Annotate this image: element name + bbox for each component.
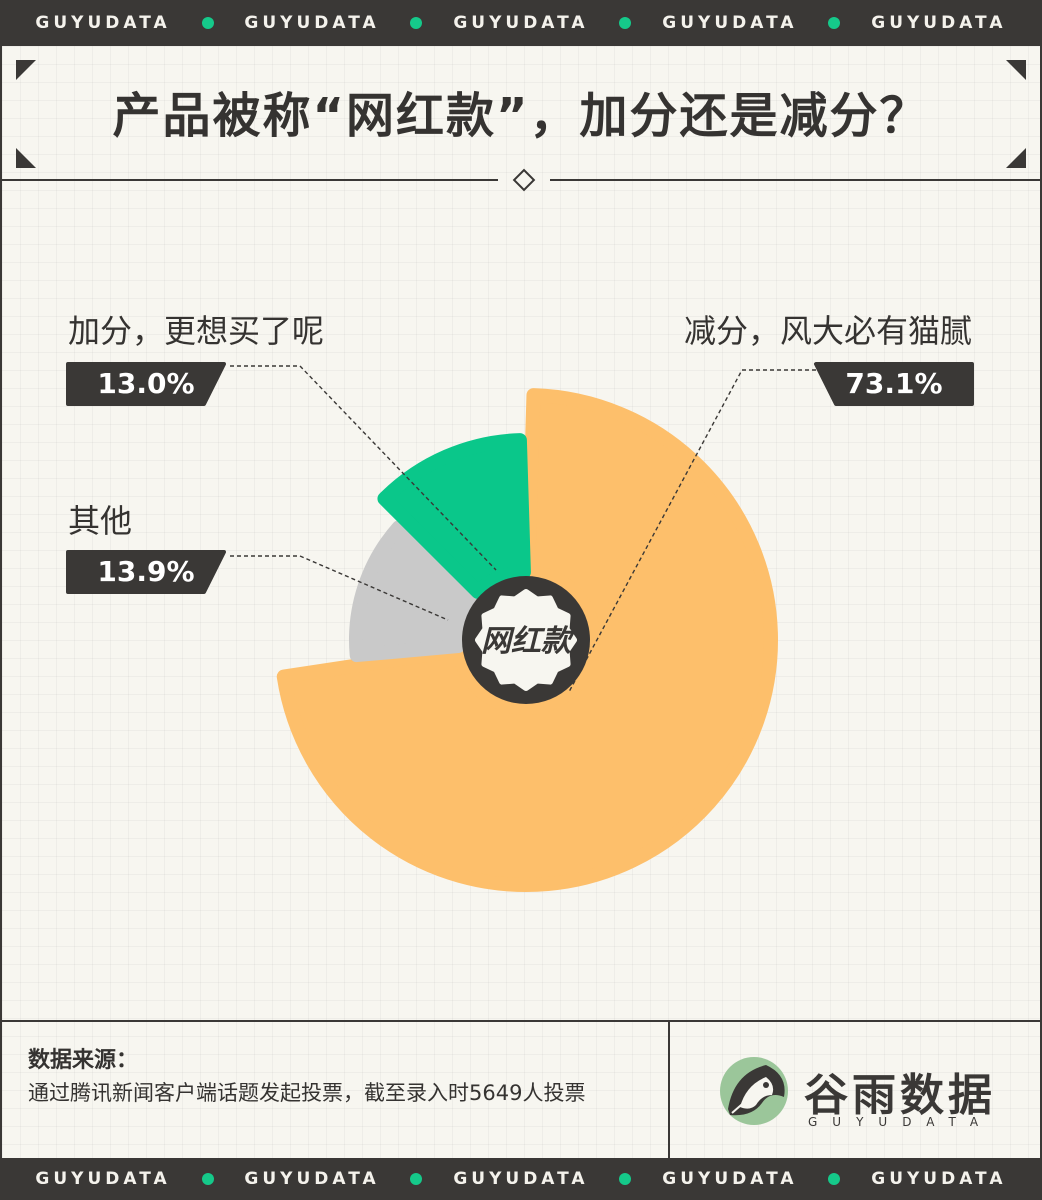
- banner-word: GUYUDATA: [871, 13, 1007, 33]
- banner-word: GUYUDATA: [35, 1169, 171, 1189]
- banner-word: GUYUDATA: [453, 13, 589, 33]
- pie-slice: [349, 520, 483, 663]
- leader-line: [230, 365, 497, 571]
- value-label: 73.1%: [845, 367, 942, 400]
- slice-label: 其他: [68, 502, 132, 540]
- center-label: 网红款: [481, 624, 576, 659]
- brand-name: 谷雨数据: [804, 1070, 996, 1121]
- value-tag: [66, 550, 226, 594]
- banner-dot: [619, 1173, 632, 1185]
- banner-dot: [410, 1173, 423, 1185]
- slice-label: 减分，风大必有猫腻: [684, 312, 972, 350]
- pie-slice: [377, 433, 531, 599]
- divider: [550, 179, 1040, 181]
- banner-dot: [828, 17, 841, 29]
- pie-slice: [276, 388, 778, 892]
- corner-mark: [1006, 148, 1026, 168]
- banner-dot: [828, 1173, 841, 1185]
- brand-subtitle: GUYUDATA: [808, 1115, 994, 1129]
- divider: [2, 179, 498, 181]
- top-banner: GUYUDATA GUYUDATA GUYUDATA GUYUDATA GUYU…: [0, 0, 1042, 46]
- banner-word: GUYUDATA: [662, 13, 798, 33]
- banner-word: GUYUDATA: [871, 1169, 1007, 1189]
- banner-word: GUYUDATA: [35, 13, 171, 33]
- source-text: 通过腾讯新闻客户端话题发起投票，截至录入时5649人投票: [28, 1081, 586, 1105]
- value-label: 13.0%: [97, 367, 194, 400]
- corner-mark: [16, 148, 36, 168]
- pie-chart: 网红款 减分，风大必有猫腻 73.1% 其他 13.9% 加分，更想买了呢 13.0%: [66, 312, 974, 892]
- footer-divider: [2, 1020, 1040, 1022]
- slice-label: 加分，更想买了呢: [68, 312, 324, 350]
- leader-line: [567, 369, 816, 694]
- banner-dot: [410, 17, 423, 29]
- page-title: 产品被称“网红款”，加分还是减分？: [112, 88, 930, 144]
- banner-word: GUYUDATA: [244, 1169, 380, 1189]
- brand-logo: 谷雨数据 GUYUDATA: [718, 1051, 1018, 1141]
- value-tag: [814, 362, 974, 406]
- content-panel: 产品被称“网红款”，加分还是减分？ 网红款 减分，风大必有猫腻 73.1% 其他 13.…: [2, 46, 1040, 1158]
- corner-mark: [16, 60, 36, 80]
- value-tag: [66, 362, 226, 406]
- source-title: 数据来源：: [28, 1048, 139, 1073]
- banner-dot: [619, 17, 632, 29]
- footer-divider: [668, 1022, 670, 1158]
- corner-mark: [1006, 60, 1026, 80]
- badge-scallop: [475, 589, 577, 691]
- value-label: 13.9%: [97, 555, 194, 588]
- banner-dot: [201, 17, 214, 29]
- bottom-banner: GUYUDATA GUYUDATA GUYUDATA GUYUDATA GUYU…: [0, 1158, 1042, 1200]
- banner-word: GUYUDATA: [244, 13, 380, 33]
- leader-line: [230, 555, 449, 621]
- banner-dot: [201, 1173, 214, 1185]
- bird-logo-icon: [720, 1057, 788, 1125]
- banner-word: GUYUDATA: [662, 1169, 798, 1189]
- banner-word: GUYUDATA: [453, 1169, 589, 1189]
